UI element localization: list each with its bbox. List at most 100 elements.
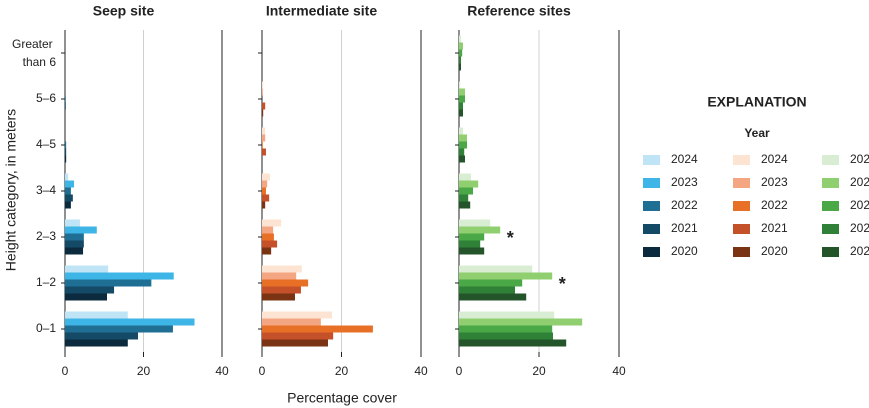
bar [459, 173, 471, 181]
bar [459, 63, 461, 71]
bar [459, 279, 523, 287]
legend-label: 2020 [850, 244, 869, 258]
bar [459, 141, 467, 149]
bar [262, 219, 282, 227]
panel-title: Intermediate site [266, 3, 377, 19]
legend-swatch [643, 155, 660, 165]
bar [65, 187, 71, 195]
legend-title: EXPLANATION [707, 94, 806, 110]
bar [65, 240, 84, 248]
bar [262, 240, 278, 248]
legend-label: 2021 [850, 221, 869, 235]
x-tick-label: 40 [414, 364, 428, 378]
y-tick-label-line: than 6 [23, 55, 57, 69]
bar [65, 194, 73, 202]
y-tick-label: 2–3 [36, 229, 56, 243]
bar [262, 194, 270, 202]
bar [459, 148, 465, 156]
legend-label: 2023 [850, 175, 869, 189]
bar [459, 286, 515, 294]
legend-swatch [643, 178, 660, 188]
legend-swatch [822, 247, 839, 257]
bar [65, 148, 67, 156]
bar [459, 325, 553, 333]
bar [262, 233, 274, 241]
legend-swatch [733, 201, 750, 211]
annotation: * [559, 274, 566, 294]
panel-title: Reference sites [467, 3, 571, 19]
bar [65, 141, 67, 149]
bar [65, 311, 128, 319]
bar [262, 332, 334, 340]
bar [262, 325, 373, 333]
legend-label: 2021 [761, 221, 788, 235]
bar [262, 226, 274, 234]
legend-swatch [822, 201, 839, 211]
y-tick-label-line: Greater [12, 37, 56, 51]
legend-swatch [733, 247, 750, 257]
bar [459, 201, 471, 209]
bar [65, 226, 97, 234]
bar [262, 201, 266, 209]
bar [262, 109, 264, 117]
bar [459, 226, 501, 234]
bar [65, 293, 107, 301]
bar [459, 219, 491, 227]
bar [262, 81, 264, 89]
x-tick-label: 40 [612, 364, 626, 378]
bar [459, 332, 553, 340]
y-tick-label: 4–5 [36, 137, 56, 151]
bar [262, 127, 266, 135]
bar [459, 339, 567, 347]
bar [65, 279, 152, 287]
bar [459, 194, 469, 202]
bar [459, 127, 463, 135]
bar [65, 233, 84, 241]
legend-label: 2023 [761, 175, 788, 189]
legend-swatch [643, 224, 660, 234]
legend-subtitle: Year [744, 126, 770, 140]
bar [459, 56, 461, 64]
bar [459, 88, 465, 96]
bar [262, 247, 272, 255]
legend-swatch [733, 178, 750, 188]
legend-label: 2024 [761, 152, 788, 166]
y-tick-label: 1–2 [36, 275, 56, 289]
bar [459, 293, 527, 301]
legend-swatch [822, 178, 839, 188]
bar [459, 134, 467, 142]
bar [262, 180, 268, 188]
legend-swatch [643, 247, 660, 257]
legend-swatch [733, 224, 750, 234]
bar [65, 155, 67, 163]
y-tick-label: 5–6 [36, 91, 56, 105]
x-tick-label: 40 [215, 364, 229, 378]
bar [65, 339, 128, 347]
legend-label: 2022 [850, 198, 869, 212]
bar [459, 311, 555, 319]
bar [459, 102, 463, 110]
x-tick-label: 20 [532, 364, 546, 378]
legend-label: 2021 [671, 221, 698, 235]
bar [459, 187, 473, 195]
y-tick-label: Greater than 6 [12, 37, 56, 69]
bar [459, 272, 553, 280]
bar [65, 332, 139, 340]
bar [459, 81, 461, 89]
bar [65, 247, 84, 255]
x-tick-label: 20 [137, 364, 151, 378]
legend-label: 2020 [671, 244, 698, 258]
bar [65, 272, 174, 280]
bar [262, 311, 332, 319]
bar [262, 265, 302, 273]
bar [459, 247, 485, 255]
bar [65, 201, 71, 209]
bar [262, 134, 266, 142]
annotation: * [507, 228, 514, 248]
x-axis-label: Percentage cover [287, 390, 397, 406]
bar [262, 173, 270, 181]
bar [65, 265, 109, 273]
panel-title: Seep site [93, 3, 155, 19]
legend-swatch [822, 224, 839, 234]
x-tick-label: 0 [62, 364, 69, 378]
